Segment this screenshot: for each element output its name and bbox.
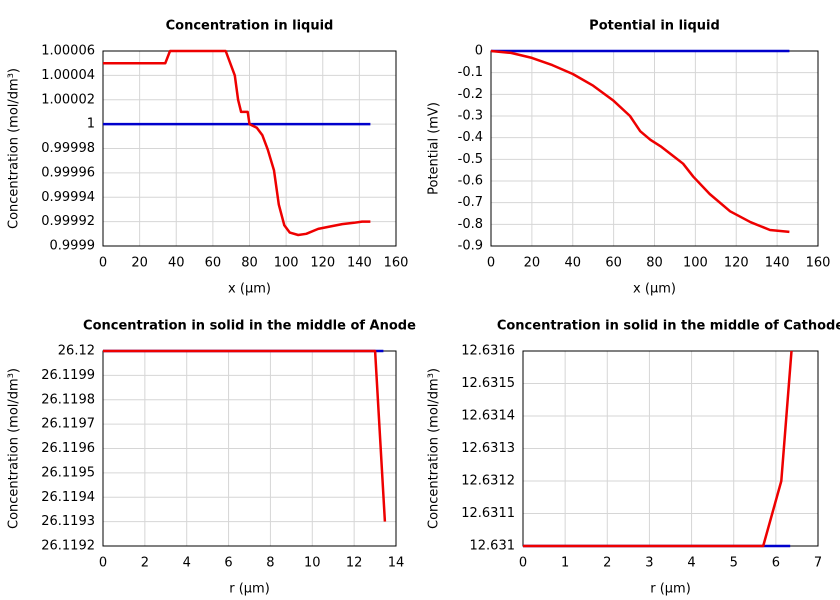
x-axis-label: x (µm) — [228, 282, 271, 297]
x-tick-label: 140 — [347, 256, 372, 271]
x-tick-label: 12 — [346, 556, 363, 571]
y-tick-label: 26.1196 — [41, 441, 95, 456]
x-tick-label: 160 — [384, 256, 409, 271]
x-axis-label: r (µm) — [650, 582, 691, 597]
x-tick-label: 3 — [645, 556, 653, 571]
data-line — [103, 349, 387, 522]
chart-title: Concentration in solid in the middle of … — [497, 319, 840, 334]
x-tick-label: 20 — [131, 256, 148, 271]
y-tick-label: 1.00002 — [41, 92, 95, 107]
y-axis-label: Potential (mV) — [427, 102, 442, 195]
x-tick-label: 0 — [519, 556, 527, 571]
y-tick-label: 26.1194 — [41, 490, 95, 505]
y-tick-label: 12.6311 — [461, 506, 515, 521]
x-tick-label: 1 — [561, 556, 569, 571]
y-tick-label: -0.6 — [458, 174, 483, 189]
y-tick-label: 12.631 — [470, 539, 516, 554]
x-tick-label: 2 — [141, 556, 149, 571]
y-tick-label: 0.99992 — [41, 214, 95, 229]
x-tick-label: 5 — [730, 556, 738, 571]
y-tick-label: 0.99994 — [41, 190, 95, 205]
y-tick-label: 12.6315 — [461, 376, 515, 391]
y-tick-label: 12.6313 — [461, 441, 515, 456]
x-tick-label: 20 — [524, 256, 541, 271]
y-tick-label: 0.99996 — [41, 165, 95, 180]
data-line — [490, 49, 790, 234]
y-tick-label: 26.1192 — [41, 539, 95, 554]
y-tick-label: 1 — [87, 117, 95, 132]
y-tick-label: -0.1 — [458, 65, 483, 80]
x-tick-label: 10 — [304, 556, 321, 571]
y-tick-label: -0.5 — [458, 152, 483, 167]
x-tick-label: 40 — [168, 256, 185, 271]
y-tick-label: 12.6314 — [461, 409, 515, 424]
y-tick-label: 1.00004 — [41, 68, 95, 83]
x-tick-label: 120 — [310, 256, 335, 271]
x-tick-label: 8 — [266, 556, 274, 571]
y-tick-label: 0 — [475, 44, 483, 59]
plot-frame — [102, 50, 397, 247]
x-tick-label: 60 — [605, 256, 622, 271]
x-tick-label: 120 — [724, 256, 749, 271]
x-tick-label: 6 — [224, 556, 232, 571]
y-tick-label: 12.6312 — [461, 474, 515, 489]
y-tick-label: -0.8 — [458, 217, 483, 232]
data-line — [103, 49, 371, 237]
x-tick-label: 100 — [274, 256, 299, 271]
x-tick-label: 0 — [99, 556, 107, 571]
chart: 0.9999 0.99992 0.99994 0.99996 0.99998 1 1.000… — [7, 19, 409, 297]
x-tick-label: 80 — [646, 256, 663, 271]
x-tick-label: 40 — [564, 256, 581, 271]
y-tick-label: 26.1197 — [41, 417, 95, 432]
x-tick-label: 6 — [772, 556, 780, 571]
y-tick-label: 12.6316 — [461, 344, 515, 359]
y-tick-label: 0.9999 — [50, 239, 96, 254]
x-tick-label: 100 — [683, 256, 708, 271]
y-tick-label: -0.4 — [458, 130, 483, 145]
y-tick-label: 26.1195 — [41, 465, 95, 480]
y-tick-label: 26.1193 — [41, 514, 95, 529]
y-tick-label: 1.00006 — [41, 44, 95, 59]
x-tick-label: 2 — [603, 556, 611, 571]
y-tick-label: -0.9 — [458, 239, 483, 254]
x-tick-label: 140 — [765, 256, 790, 271]
y-tick-label: 26.1199 — [41, 368, 95, 383]
y-axis-label: Concentration (mol/dm³) — [427, 368, 442, 529]
y-tick-label: -0.2 — [458, 87, 483, 102]
x-axis-label: r (µm) — [229, 582, 270, 597]
x-tick-label: 0 — [487, 256, 495, 271]
y-tick-label: 26.1198 — [41, 392, 95, 407]
x-tick-label: 0 — [99, 256, 107, 271]
chart-title: Concentration in solid in the middle of … — [83, 319, 416, 334]
chart: 0 -0.1 -0.2 -0.3 -0.4 -0.5 -0.6 -0.7 -0.8 -0.9 0 20… — [427, 19, 831, 297]
y-tick-label: 0.99998 — [41, 141, 95, 156]
y-tick-label: -0.3 — [458, 109, 483, 124]
chart-title: Concentration in liquid — [166, 19, 334, 34]
x-tick-label: 80 — [241, 256, 258, 271]
y-axis-label: Concentration (mol/dm³) — [7, 68, 22, 229]
x-tick-label: 7 — [814, 556, 822, 571]
y-tick-label: 26.12 — [58, 344, 95, 359]
chart: 12.631612.631512.631412.631312.631212.63… — [427, 319, 840, 597]
x-tick-label: 14 — [388, 556, 405, 571]
x-tick-label: 160 — [806, 256, 831, 271]
y-axis-label: Concentration (mol/dm³) — [7, 368, 22, 529]
x-tick-label: 4 — [183, 556, 191, 571]
y-tick-label: -0.7 — [458, 195, 483, 210]
x-tick-label: 4 — [687, 556, 695, 571]
chart: 26.12 26.1199 26.1198 26.1197 26.1196 26.1195… — [7, 319, 417, 597]
x-tick-label: 60 — [205, 256, 222, 271]
data-line — [523, 350, 793, 548]
chart-title: Potential in liquid — [589, 19, 720, 34]
x-axis-label: x (µm) — [633, 282, 676, 297]
